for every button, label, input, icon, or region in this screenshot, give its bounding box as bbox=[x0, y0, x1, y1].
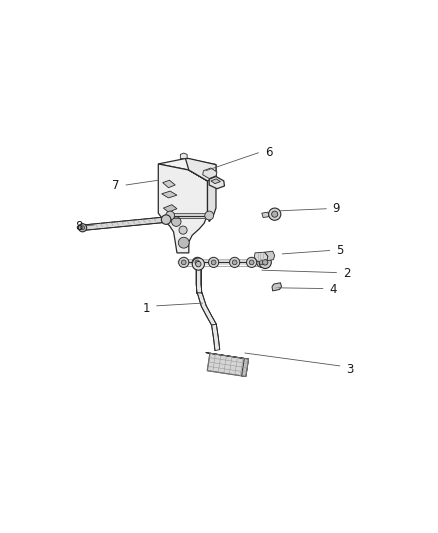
Polygon shape bbox=[163, 205, 177, 212]
Circle shape bbox=[195, 260, 200, 265]
Polygon shape bbox=[209, 176, 224, 189]
Circle shape bbox=[211, 260, 216, 265]
Circle shape bbox=[249, 260, 254, 265]
Text: 1: 1 bbox=[143, 302, 150, 314]
Polygon shape bbox=[206, 353, 248, 359]
Polygon shape bbox=[162, 180, 175, 188]
Polygon shape bbox=[265, 251, 275, 261]
Text: 4: 4 bbox=[329, 283, 337, 296]
Circle shape bbox=[179, 226, 187, 234]
Polygon shape bbox=[197, 293, 216, 325]
Circle shape bbox=[205, 211, 214, 220]
Polygon shape bbox=[82, 217, 166, 230]
Circle shape bbox=[208, 257, 219, 268]
Polygon shape bbox=[180, 153, 187, 158]
Circle shape bbox=[268, 208, 281, 220]
Polygon shape bbox=[272, 282, 282, 291]
Polygon shape bbox=[196, 266, 202, 293]
Circle shape bbox=[161, 215, 171, 224]
Polygon shape bbox=[254, 252, 268, 262]
Circle shape bbox=[192, 257, 202, 268]
Polygon shape bbox=[207, 353, 248, 376]
Circle shape bbox=[272, 211, 278, 217]
Circle shape bbox=[259, 256, 271, 269]
Circle shape bbox=[178, 237, 189, 248]
Circle shape bbox=[181, 260, 186, 265]
Text: 9: 9 bbox=[333, 202, 340, 215]
Circle shape bbox=[259, 260, 264, 265]
Polygon shape bbox=[211, 179, 220, 184]
Text: 7: 7 bbox=[112, 180, 120, 192]
Circle shape bbox=[230, 257, 240, 268]
Polygon shape bbox=[158, 164, 208, 253]
Circle shape bbox=[257, 257, 267, 268]
Polygon shape bbox=[262, 212, 269, 217]
Circle shape bbox=[192, 258, 205, 270]
Circle shape bbox=[262, 260, 268, 265]
Text: 8: 8 bbox=[75, 220, 82, 233]
Circle shape bbox=[179, 257, 189, 268]
Circle shape bbox=[232, 260, 237, 265]
Text: 3: 3 bbox=[346, 363, 354, 376]
Text: 5: 5 bbox=[336, 244, 343, 257]
Polygon shape bbox=[162, 191, 177, 198]
Circle shape bbox=[196, 261, 201, 267]
Polygon shape bbox=[212, 324, 220, 351]
Circle shape bbox=[81, 225, 85, 230]
Circle shape bbox=[166, 211, 175, 220]
Text: 6: 6 bbox=[265, 146, 272, 158]
Polygon shape bbox=[189, 165, 216, 222]
Polygon shape bbox=[242, 359, 248, 376]
Polygon shape bbox=[203, 168, 217, 179]
Polygon shape bbox=[158, 158, 216, 170]
Circle shape bbox=[172, 217, 181, 227]
Text: 2: 2 bbox=[343, 267, 350, 280]
Circle shape bbox=[78, 224, 87, 232]
Circle shape bbox=[247, 257, 257, 268]
Polygon shape bbox=[185, 158, 216, 181]
